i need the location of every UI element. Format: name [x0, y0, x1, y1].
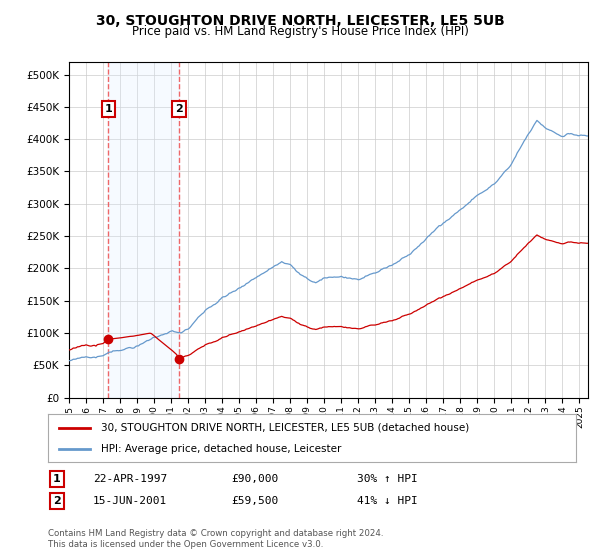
Text: £59,500: £59,500: [231, 496, 278, 506]
Text: 41% ↓ HPI: 41% ↓ HPI: [357, 496, 418, 506]
Text: 22-APR-1997: 22-APR-1997: [93, 474, 167, 484]
Bar: [109, 62, 179, 398]
Text: 30, STOUGHTON DRIVE NORTH, LEICESTER, LE5 5UB (detached house): 30, STOUGHTON DRIVE NORTH, LEICESTER, LE…: [101, 423, 469, 433]
Text: 2: 2: [175, 104, 183, 114]
Text: 2: 2: [53, 496, 61, 506]
Text: £90,000: £90,000: [231, 474, 278, 484]
Text: HPI: Average price, detached house, Leicester: HPI: Average price, detached house, Leic…: [101, 444, 341, 454]
Text: Price paid vs. HM Land Registry's House Price Index (HPI): Price paid vs. HM Land Registry's House …: [131, 25, 469, 38]
Text: 30% ↑ HPI: 30% ↑ HPI: [357, 474, 418, 484]
Text: Contains HM Land Registry data © Crown copyright and database right 2024.
This d: Contains HM Land Registry data © Crown c…: [48, 529, 383, 549]
Text: 1: 1: [53, 474, 61, 484]
Text: 15-JUN-2001: 15-JUN-2001: [93, 496, 167, 506]
Text: 30, STOUGHTON DRIVE NORTH, LEICESTER, LE5 5UB: 30, STOUGHTON DRIVE NORTH, LEICESTER, LE…: [95, 14, 505, 28]
Text: 1: 1: [104, 104, 112, 114]
